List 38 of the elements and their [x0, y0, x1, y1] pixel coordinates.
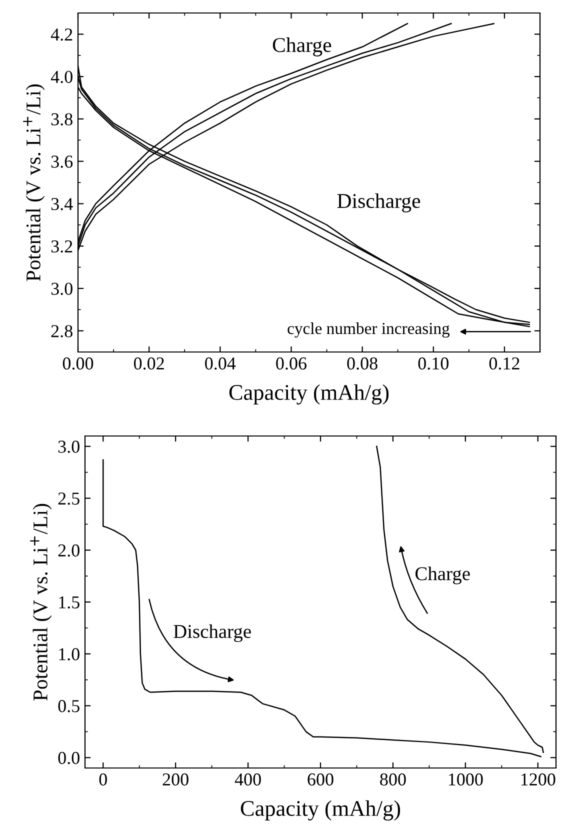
- x-tick-label: 0.10: [418, 357, 448, 370]
- y-tick-label: 3.8: [51, 113, 72, 126]
- x-tick-label: 0.04: [205, 357, 236, 370]
- x-tick-label: 1200: [521, 773, 556, 786]
- y-tick-label: 1.0: [59, 648, 80, 660]
- x-tick-label: 0.08: [347, 357, 378, 370]
- y-tick-label: 0.0: [58, 752, 80, 764]
- annotation: Charge: [416, 566, 470, 584]
- annotation: Discharge: [337, 193, 420, 212]
- y-axis-title: Potential (V vs. Li$^{+}$/Li): [30, 504, 52, 701]
- x-tick-label: 800: [380, 773, 406, 786]
- x-tick-label: 400: [234, 773, 261, 786]
- x-tick-label: 0: [99, 773, 107, 786]
- y-tick-label: 2.0: [58, 544, 80, 557]
- y-tick-label: 0.5: [58, 700, 80, 712]
- x-tick-label: 1000: [448, 773, 483, 786]
- y-tick-label: 1.5: [59, 596, 80, 609]
- x-tick-label: 0.02: [134, 357, 164, 370]
- annotation: cycle number increasing: [288, 322, 450, 338]
- y-tick-label: 3.0: [58, 440, 80, 453]
- y-tick-label: 3.0: [51, 282, 72, 295]
- annotation: Charge: [272, 37, 332, 56]
- x-tick-label: 0.12: [489, 357, 520, 370]
- y-axis-title: Potential (V vs. Li$^{+}$/Li): [23, 84, 45, 282]
- y-tick-label: 3.4: [51, 198, 73, 210]
- y-tick-label: 4.2: [50, 28, 72, 41]
- annotation: Discharge: [174, 624, 251, 642]
- y-tick-label: 4.0: [50, 70, 72, 84]
- y-tick-label: 3.6: [51, 156, 73, 168]
- y-tick-label: 2.5: [58, 492, 80, 505]
- x-axis-title: Capacity (mAh/g): [240, 800, 400, 821]
- y-tick-label: 2.8: [51, 325, 72, 338]
- x-tick-label: 600: [308, 773, 334, 786]
- x-tick-label: 200: [162, 773, 188, 786]
- x-tick-label: 0.00: [62, 357, 94, 370]
- y-tick-label: 3.2: [51, 240, 72, 253]
- x-tick-label: 0.06: [276, 357, 306, 370]
- x-axis-title: Capacity (mAh/g): [229, 384, 389, 405]
